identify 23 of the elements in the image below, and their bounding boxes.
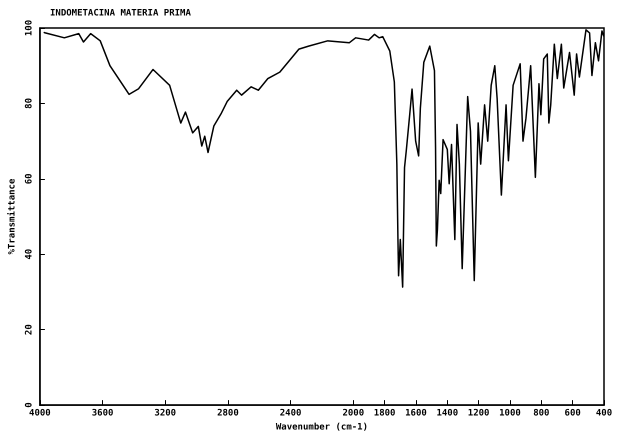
- y-axis-title: %Transmittance: [6, 178, 18, 254]
- x-tick-label: 1600: [405, 408, 427, 419]
- x-tick-label: 2000: [342, 408, 364, 419]
- y-tick-label: 40: [24, 248, 34, 260]
- y-tick-label: 100: [24, 20, 34, 36]
- x-tick-label: 2400: [280, 408, 302, 419]
- chart-title: INDOMETACINA MATERIA PRIMA: [50, 8, 192, 18]
- x-tick-label: 3600: [92, 408, 114, 419]
- x-tick-label: 4000: [29, 408, 51, 419]
- x-tick-label: 1400: [436, 408, 458, 419]
- x-tick-label: 3200: [154, 408, 176, 419]
- x-tick-label: 2800: [217, 408, 239, 419]
- x-tick-label: 400: [596, 408, 612, 419]
- x-tick-label: 600: [564, 408, 581, 419]
- y-tick-label: 0: [24, 402, 34, 408]
- x-tick-label: 1800: [374, 408, 396, 419]
- x-axis-title: Wavenumber (cm-1): [276, 422, 368, 432]
- y-tick-label: 20: [24, 324, 34, 336]
- x-tick-label: 1000: [499, 408, 521, 419]
- y-tick-label: 80: [24, 98, 34, 109]
- y-tick-label: 60: [24, 173, 34, 184]
- x-tick-label: 800: [533, 408, 550, 419]
- x-tick-label: 1200: [468, 408, 490, 419]
